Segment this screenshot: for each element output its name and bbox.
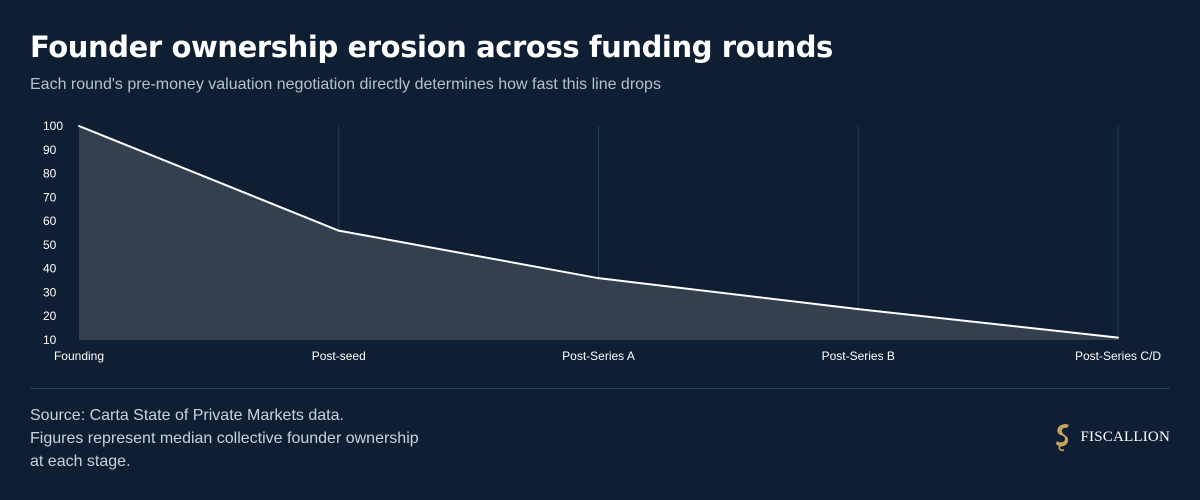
x-tick-label: Post-Series C/D [1075, 349, 1161, 363]
x-tick-label: Post-seed [312, 349, 366, 363]
chart-subtitle: Each round's pre-money valuation negotia… [30, 76, 661, 93]
seahorse-logo-icon [1056, 424, 1070, 452]
data-point-founding [78, 125, 80, 127]
chart-title: Founder ownership erosion across funding… [30, 30, 833, 64]
data-point-post-seed [337, 229, 340, 232]
y-tick-label: 10 [43, 333, 57, 347]
y-tick-label: 20 [43, 309, 57, 323]
x-axis-ticks: Founding Post-seed Post-Series A Post-Serie… [54, 349, 1161, 363]
y-tick-label: 40 [43, 262, 57, 276]
brand-name: FISCALLION [1080, 428, 1170, 445]
y-tick-label: 100 [43, 119, 63, 133]
y-axis-ticks: 10 20 30 40 50 60 70 80 90 100 [43, 119, 63, 347]
data-point-post-series-c-d [1117, 336, 1119, 339]
y-tick-label: 30 [43, 285, 57, 299]
data-point-post-series-a [597, 277, 600, 280]
x-tick-label: Post-Series A [562, 349, 635, 363]
area-fill [79, 126, 1118, 340]
y-tick-label: 70 [43, 190, 57, 204]
source-note: Source: Carta State of Private Markets d… [30, 404, 430, 473]
source-line-1: Source: Carta State of Private Markets d… [30, 407, 344, 424]
x-tick-label: Founding [54, 349, 104, 363]
y-tick-label: 50 [43, 238, 57, 252]
footer-divider [30, 388, 1170, 389]
brand-logo: FISCALLION [1052, 422, 1170, 452]
area-chart: 10 20 30 40 50 60 70 80 90 100 Founding Post-seed P… [43, 119, 1161, 363]
y-tick-label: 90 [43, 143, 57, 157]
y-tick-label: 60 [43, 214, 57, 228]
data-point-post-series-b [857, 308, 860, 311]
y-tick-label: 80 [43, 167, 57, 181]
source-line-2: Figures represent median collective foun… [30, 430, 419, 470]
x-tick-label: Post-Series B [822, 349, 895, 363]
